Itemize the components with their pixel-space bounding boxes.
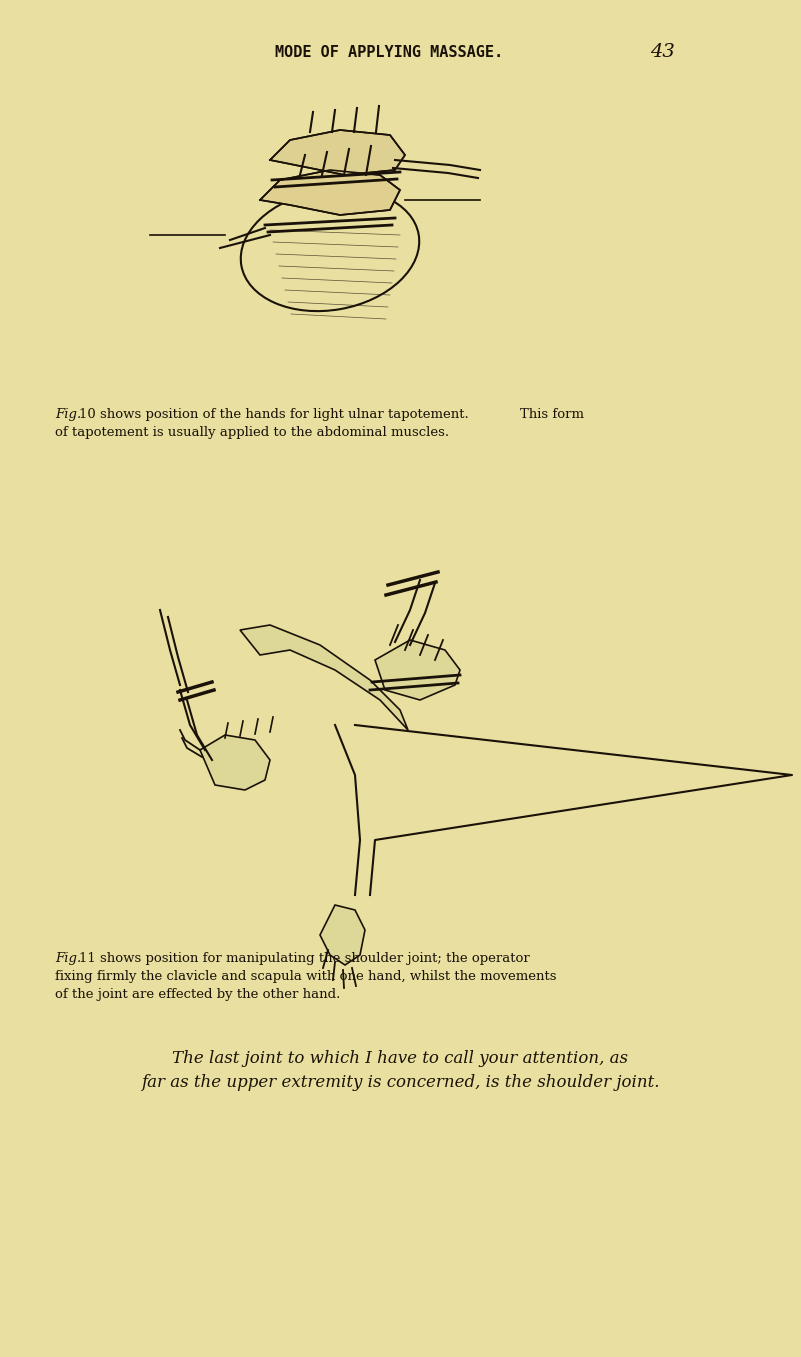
Text: MODE OF APPLYING MASSAGE.: MODE OF APPLYING MASSAGE.	[275, 45, 503, 60]
Text: of the joint are effected by the other hand.: of the joint are effected by the other h…	[55, 988, 340, 1001]
Text: 10 shows position of the hands for light ulnar tapotement.: 10 shows position of the hands for light…	[79, 408, 469, 421]
Text: The last joint to which I have to call your attention, as: The last joint to which I have to call y…	[172, 1050, 628, 1067]
Polygon shape	[240, 626, 408, 730]
Text: of tapotement is usually applied to the abdominal muscles.: of tapotement is usually applied to the …	[55, 426, 449, 440]
Text: far as the upper extremity is concerned, is the shoulder joint.: far as the upper extremity is concerned,…	[141, 1073, 659, 1091]
Polygon shape	[260, 170, 400, 214]
Polygon shape	[200, 735, 270, 790]
Text: Fig.: Fig.	[55, 408, 81, 421]
Text: This form: This form	[520, 408, 584, 421]
Polygon shape	[270, 130, 405, 175]
Text: fixing firmly the clavicle and scapula with one hand, whilst the movements: fixing firmly the clavicle and scapula w…	[55, 970, 557, 982]
Text: Fig.: Fig.	[55, 953, 81, 965]
Polygon shape	[320, 905, 365, 965]
Polygon shape	[375, 641, 460, 700]
Text: 11 shows position for manipulating the shoulder joint; the operator: 11 shows position for manipulating the s…	[79, 953, 529, 965]
Text: 43: 43	[650, 43, 674, 61]
